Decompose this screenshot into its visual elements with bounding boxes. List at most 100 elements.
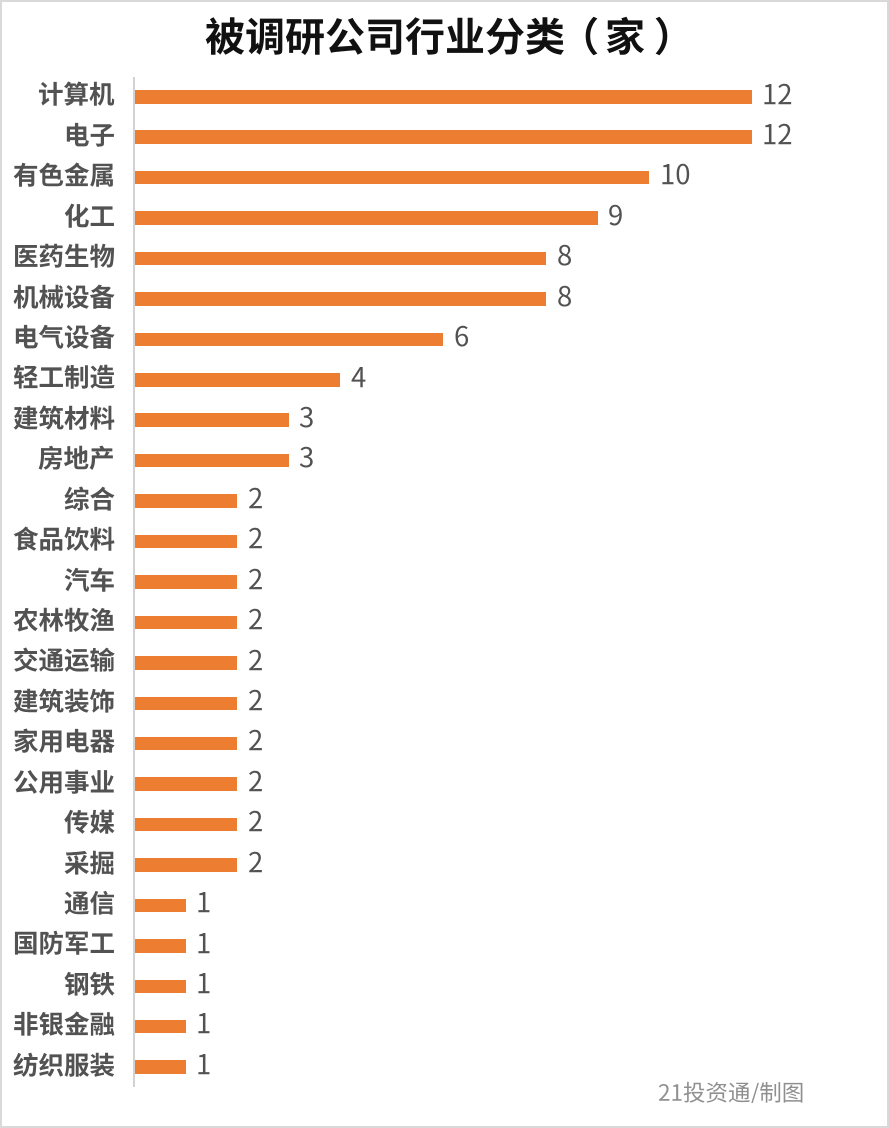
category-label: 建筑材料: [13, 405, 115, 431]
category-label: 汽车: [64, 567, 115, 593]
bar: [135, 858, 238, 872]
category-label: 电子: [64, 122, 115, 148]
value-label: 4: [351, 363, 366, 391]
value-label: 12: [762, 80, 793, 108]
bar: [135, 777, 238, 791]
value-label: 2: [248, 726, 263, 754]
category-label: 电气设备: [13, 324, 115, 350]
bar: [135, 90, 752, 104]
value-label: 2: [248, 565, 263, 593]
value-label: 8: [557, 282, 572, 310]
bar: [135, 615, 238, 630]
bar-row: 传媒 2: [0, 804, 889, 844]
value-label: 1: [196, 929, 211, 957]
value-label: 2: [248, 686, 263, 714]
category-label: 医药生物: [13, 243, 115, 269]
bar: [135, 898, 186, 913]
category-label: 综合: [64, 486, 115, 512]
category-label: 家用电器: [13, 728, 115, 754]
value-label: 2: [248, 646, 263, 674]
value-label: 1: [196, 969, 211, 997]
value-label: 2: [248, 767, 263, 795]
bar-row: 电气设备 6: [0, 319, 889, 359]
source-credit: 21投资通/制图: [658, 1081, 804, 1104]
category-label: 公用事业: [13, 769, 115, 795]
bar: [135, 736, 238, 751]
category-label: 建筑装饰: [13, 688, 115, 714]
value-label: 9: [608, 201, 623, 229]
category-label: 非银金融: [13, 1011, 115, 1037]
bar: [135, 332, 444, 347]
bar-row: 电子 12: [0, 117, 889, 157]
bar: [135, 696, 238, 710]
bar: [135, 494, 238, 508]
category-label: 房地产: [38, 445, 115, 471]
bar: [135, 373, 341, 387]
category-label: 国防军工: [13, 930, 115, 956]
bar: [135, 534, 238, 549]
bar-row: 房地产 3: [0, 440, 889, 480]
category-label: 有色金属: [13, 162, 115, 188]
bar-row: 交通运输 2: [0, 643, 889, 683]
bar: [135, 292, 547, 306]
bar: [135, 453, 289, 468]
value-label: 3: [299, 443, 314, 471]
bar: [135, 130, 752, 144]
bar-row: 纺织服装 1: [0, 1047, 889, 1087]
value-label: 1: [196, 888, 211, 916]
bar: [135, 413, 289, 427]
category-label: 采掘: [64, 850, 115, 876]
category-label: 机械设备: [13, 284, 115, 310]
bar: [135, 251, 547, 266]
category-label: 化工: [64, 203, 115, 229]
bar-row: 化工 9: [0, 198, 889, 238]
bar-row: 计算机 12: [0, 77, 889, 117]
category-label: 传媒: [63, 809, 115, 835]
bar-row: 家用电器 2: [0, 723, 889, 763]
bar: [135, 575, 238, 589]
chart-title: 被调研公司行业分类（家）: [0, 16, 889, 56]
category-label: 通信: [64, 890, 115, 916]
value-label: 2: [248, 807, 263, 835]
bar: [135, 170, 649, 185]
bar: [135, 211, 598, 225]
category-label: 交通运输: [13, 647, 115, 673]
value-label: 2: [248, 848, 263, 876]
value-label: 2: [248, 524, 263, 552]
bar-row: 汽车 2: [0, 562, 889, 602]
y-axis-line: [133, 76, 135, 1088]
value-label: 1: [196, 1050, 211, 1078]
value-label: 2: [248, 484, 263, 512]
bar-row: 机械设备 8: [0, 279, 889, 319]
bar-row: 钢铁 1: [0, 966, 889, 1006]
value-label: 6: [454, 322, 469, 350]
bar: [135, 656, 238, 670]
bar-row: 通信 1: [0, 885, 889, 925]
bar-row: 建筑装饰 2: [0, 683, 889, 723]
category-label: 食品饮料: [13, 526, 115, 552]
bar-row: 非银金融 1: [0, 1006, 889, 1046]
category-label: 轻工制造: [13, 364, 115, 390]
value-label: 3: [299, 403, 314, 431]
bar: [135, 1019, 186, 1034]
bar: [135, 817, 238, 832]
category-label: 钢铁: [64, 971, 115, 997]
category-label: 农林牧渔: [12, 607, 115, 633]
bar-row: 食品饮料 2: [0, 521, 889, 561]
bar-row: 采掘 2: [0, 845, 889, 885]
value-label: 2: [248, 605, 263, 633]
bar-row: 公用事业 2: [0, 764, 889, 804]
bar: [135, 939, 186, 953]
bar-row: 综合 2: [0, 481, 889, 521]
value-label: 12: [762, 120, 793, 148]
bar-row: 轻工制造 4: [0, 360, 889, 400]
bar-row: 建筑材料 3: [0, 400, 889, 440]
bar-row: 农林牧渔 2: [0, 602, 889, 642]
value-label: 8: [557, 241, 572, 269]
bar-row: 有色金属 10: [0, 157, 889, 197]
bar: [135, 979, 186, 993]
value-label: 1: [196, 1009, 211, 1037]
bar-row: 医药生物 8: [0, 238, 889, 278]
source-credit-text: [658, 1081, 804, 1104]
